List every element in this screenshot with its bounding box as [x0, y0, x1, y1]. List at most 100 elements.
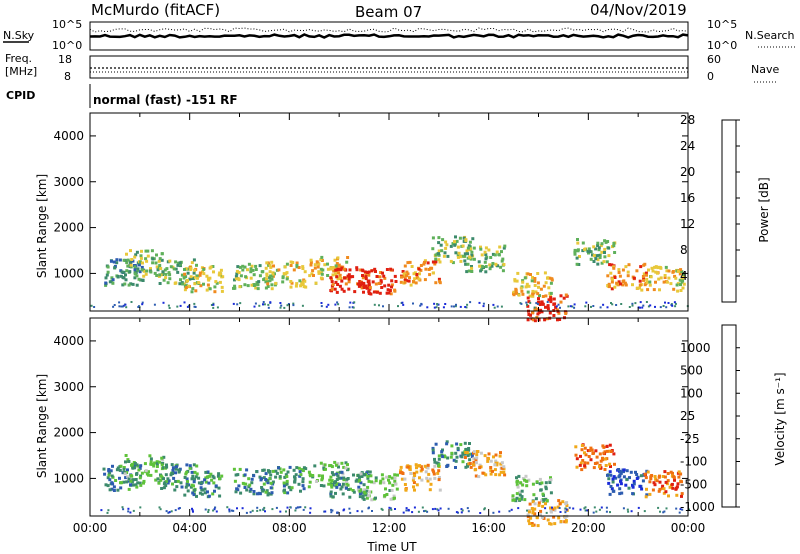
data-cell: [412, 481, 416, 484]
data-cell: [423, 278, 427, 282]
data-cell: [489, 469, 493, 473]
cpid-mode-text: normal (fast) -151 RF: [93, 93, 238, 107]
ground-scatter-cell: [659, 306, 662, 309]
data-cell: [211, 265, 215, 268]
data-cell: [358, 489, 362, 493]
data-cell: [489, 459, 493, 463]
ground-scatter-cell: [622, 507, 625, 510]
data-cell: [364, 493, 368, 497]
data-cell: [171, 466, 175, 470]
x-axis-label: Time UT: [366, 540, 417, 554]
data-cell: [649, 477, 653, 481]
data-cell: [183, 288, 187, 292]
ground-scatter-cell: [390, 508, 393, 511]
data-cell: [643, 472, 647, 476]
data-cell: [589, 446, 593, 450]
data-cell: [332, 473, 335, 477]
nsky-series: [89, 33, 689, 39]
data-cell: [192, 484, 195, 488]
data-cell: [424, 267, 428, 271]
ground-scatter-cell: [606, 306, 609, 309]
ground-scatter-cell: [320, 302, 323, 304]
data-cell: [196, 276, 199, 280]
data-cell: [548, 276, 552, 280]
data-cell: [135, 274, 139, 278]
data-cell: [109, 469, 113, 473]
data-cell: [203, 478, 207, 482]
ground-scatter-cell: [634, 302, 637, 305]
data-cell: [580, 468, 584, 472]
data-cell: [624, 265, 628, 269]
ground-scatter-cell: [664, 301, 666, 304]
data-cell: [367, 494, 371, 498]
data-cell: [474, 458, 478, 462]
data-cell: [385, 291, 389, 295]
data-cell: [160, 463, 164, 467]
data-cell: [456, 245, 460, 249]
data-cell: [641, 275, 645, 278]
data-cell: [615, 281, 619, 285]
data-cell: [613, 251, 617, 254]
data-cell: [110, 259, 113, 263]
data-cell: [151, 261, 155, 265]
data-cell: [549, 478, 553, 482]
data-cell: [331, 283, 335, 287]
data-cell: [433, 262, 437, 266]
ground-scatter-cell: [141, 301, 144, 304]
data-cell: [345, 480, 348, 483]
data-cell: [640, 487, 644, 491]
ground-scatter-cell: [230, 509, 233, 512]
data-cell: [165, 267, 169, 271]
ground-scatter-cell: [592, 511, 595, 514]
ground-scatter-cell: [573, 306, 576, 309]
ground-scatter-cell: [194, 306, 197, 308]
data-cell: [366, 476, 370, 480]
data-cell: [367, 479, 371, 483]
colorbar-frame: [721, 119, 737, 303]
data-cell: [174, 480, 178, 483]
ground-scatter-cell: [639, 306, 641, 309]
data-cell: [544, 502, 547, 506]
data-cell: [339, 268, 343, 272]
ground-scatter-cell: [349, 511, 352, 514]
data-cell: [135, 485, 139, 489]
data-cell: [480, 253, 484, 257]
data-cell: [119, 464, 123, 468]
ground-scatter-cell: [631, 302, 634, 305]
data-cell: [478, 466, 482, 470]
data-cell: [362, 290, 365, 294]
ground-scatter-cell: [279, 510, 282, 513]
data-cell: [512, 290, 516, 294]
data-cell: [335, 478, 339, 481]
data-cell: [493, 468, 497, 472]
data-cell: [144, 249, 148, 253]
data-cell: [494, 453, 498, 457]
data-cell: [356, 474, 360, 478]
data-cell: [369, 474, 373, 478]
data-cell: [454, 251, 458, 255]
x-tick-label: 12:00: [372, 521, 407, 535]
ground-scatter-cell: [436, 508, 439, 511]
data-cell: [658, 288, 661, 292]
data-cell: [645, 493, 649, 497]
data-cell: [374, 270, 377, 273]
data-cell: [338, 273, 342, 277]
power-y-label: Slant Range [km]: [35, 174, 49, 278]
ground-scatter-cell: [615, 304, 618, 306]
data-cell: [360, 281, 364, 285]
data-cell: [501, 257, 505, 261]
data-cell: [202, 267, 206, 271]
data-cell: [662, 280, 666, 284]
data-cell: [267, 492, 270, 496]
data-cell: [365, 489, 369, 493]
data-cell: [274, 281, 278, 285]
data-cell: [344, 282, 348, 286]
data-cell: [544, 305, 547, 309]
data-cell: [459, 259, 463, 263]
data-cell: [266, 478, 270, 482]
data-cell: [619, 479, 622, 483]
data-cell: [342, 476, 346, 480]
data-cell: [544, 485, 548, 489]
data-cell: [475, 453, 479, 457]
data-cell: [329, 492, 333, 496]
